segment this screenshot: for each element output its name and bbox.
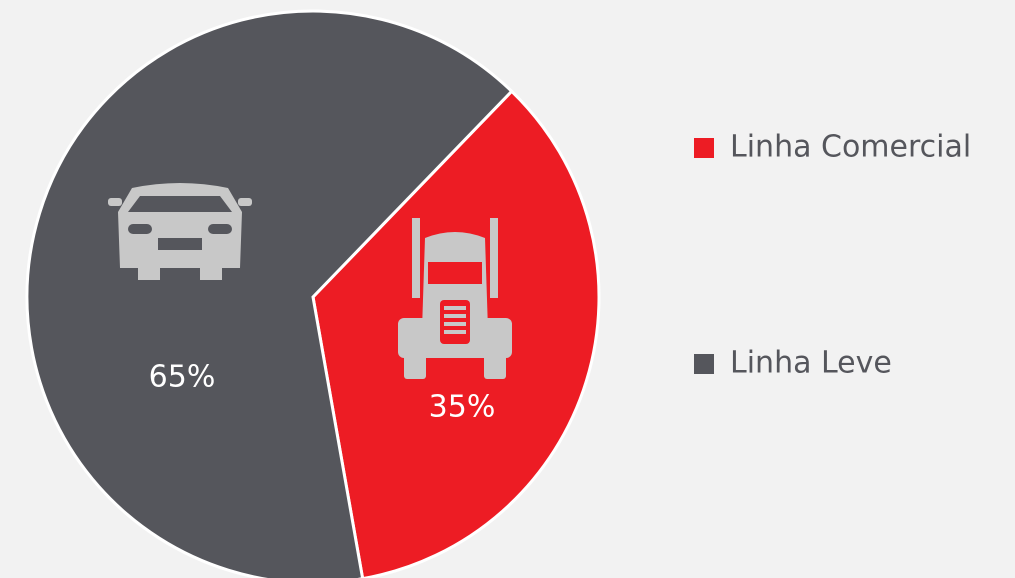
legend-label: Linha Leve (730, 346, 892, 381)
value-label: 35% (429, 390, 496, 425)
legend-swatch (694, 354, 714, 374)
legend-label: Linha Comercial (730, 130, 971, 165)
pie-slice (25, 9, 514, 578)
value-label: 65% (149, 360, 216, 395)
pie (25, 9, 601, 578)
legend-swatch (694, 138, 714, 158)
truck-icon (398, 218, 512, 379)
labels: 35% 65% (149, 360, 496, 425)
legend: Linha Comercial Linha Leve (694, 130, 971, 381)
car-icon (108, 183, 252, 280)
